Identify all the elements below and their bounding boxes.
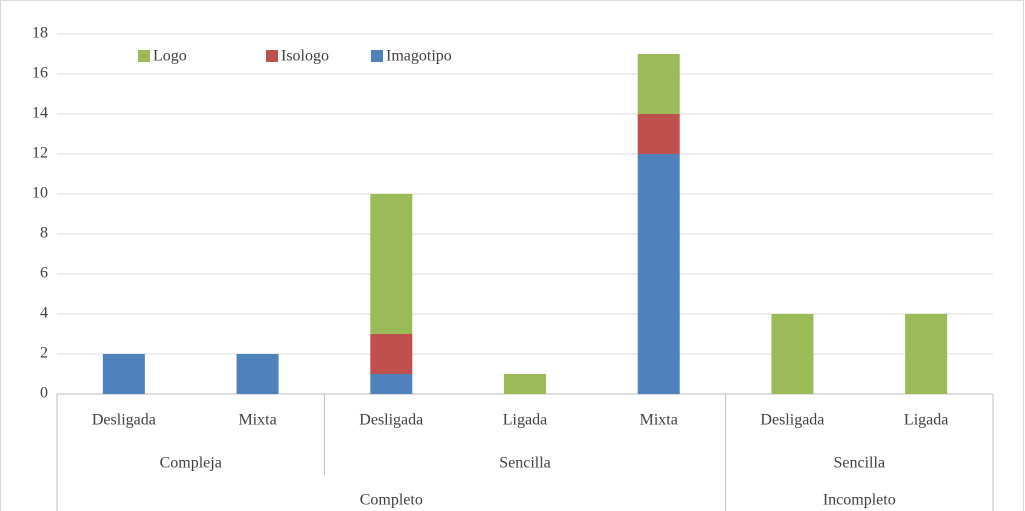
legend-label: Logo [153,48,187,65]
y-tick-label: 0 [40,385,48,402]
y-tick-label: 4 [40,305,48,322]
legend-swatch [138,50,150,62]
y-tick-label: 8 [40,225,48,242]
bar-segment [637,154,680,394]
legend-label: Imagotipo [386,48,452,65]
bar-segment [236,354,279,394]
x-tick-label: Mixta [238,412,276,429]
y-tick-label: 18 [32,25,48,42]
x-tick-label: Desligada [92,412,156,429]
bar-segment [905,314,948,394]
group-label: Sencilla [499,455,551,472]
y-tick-label: 12 [32,145,48,162]
y-tick-label: 10 [32,185,48,202]
y-tick-label: 14 [32,105,48,122]
y-tick-label: 2 [40,345,48,362]
group-label: Compleja [160,455,222,472]
legend-swatch [371,50,383,62]
bar-segment [102,354,145,394]
x-tick-label: Ligada [503,412,547,429]
x-tick-label: Mixta [640,412,678,429]
bar-segment [637,54,680,114]
x-tick-label: Desligada [760,412,824,429]
legend-swatch [266,50,278,62]
x-tick-label: Desligada [359,412,423,429]
top-group-label: Incompleto [823,492,896,509]
y-tick-label: 16 [32,65,48,82]
x-tick-label: Ligada [904,412,948,429]
group-label: Sencilla [834,455,886,472]
legend-label: Isologo [281,48,329,65]
bar-segment [370,334,413,374]
bar-segment [637,114,680,154]
bar-segment [370,374,413,394]
bar-segment [504,374,546,394]
bar-segment [771,314,814,394]
y-tick-label: 6 [40,265,48,282]
top-group-label: Completo [360,492,423,509]
bar-segment [370,194,413,334]
